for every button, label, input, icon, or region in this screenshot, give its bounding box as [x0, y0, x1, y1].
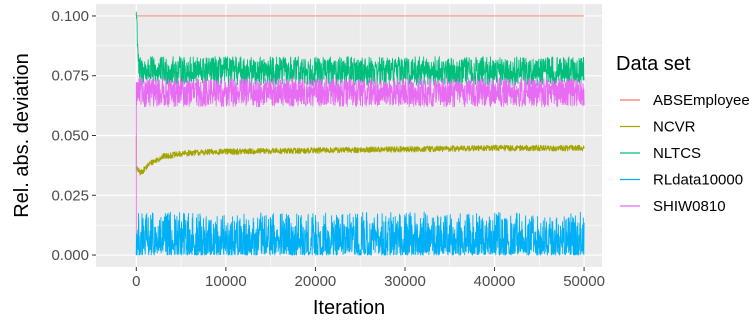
series-line-ncvr: [135, 135, 585, 176]
y-tick-label: 0.000: [51, 247, 89, 264]
x-tick-label: 20000: [295, 273, 337, 290]
x-tick-label: 40000: [474, 273, 516, 290]
ticks: 0 10000 20000 30000 40000 50000 0.000 0.025 0.05…: [51, 8, 604, 290]
x-tick-label: 10000: [205, 273, 247, 290]
series-line-nltcs: [135, 11, 585, 86]
x-tick-label: 30000: [384, 273, 426, 290]
legend-title: Data set: [616, 53, 691, 75]
legend-label: SHIW0810: [653, 198, 726, 215]
y-tick-label: 0.100: [51, 8, 89, 25]
y-tick-label: 0.025: [51, 187, 89, 204]
x-tick-label: 50000: [563, 273, 605, 290]
x-axis-title: Iteration: [313, 297, 385, 319]
series-layer: [135, 11, 585, 256]
series-line-shiw0810: [135, 77, 585, 256]
legend-label: NLTCS: [653, 145, 701, 162]
y-axis-title: Rel. abs. deviation: [11, 53, 33, 218]
legend-label: ABSEmployee: [653, 92, 750, 109]
y-tick-label: 0.050: [51, 128, 89, 145]
legend-label: NCVR: [653, 119, 696, 136]
legend-label: RLdata10000: [653, 172, 743, 189]
series-line-rldata10000: [135, 211, 585, 256]
y-tick-label: 0.075: [51, 68, 89, 85]
legend: Data set ABSEmployee NCVR NLTCS RLdata10000…: [616, 53, 750, 215]
x-tick-label: 0: [132, 273, 140, 290]
